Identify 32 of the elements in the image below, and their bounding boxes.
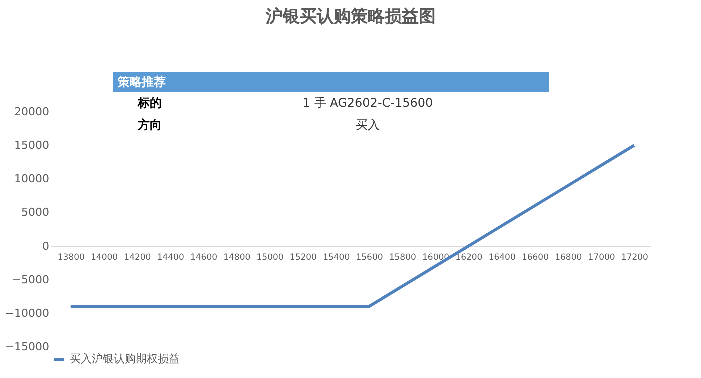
x-tick-label: 14000 [91, 252, 118, 263]
x-tick-label: 14800 [224, 252, 251, 263]
x-tick-label: 16800 [555, 252, 582, 263]
y-tick-label: 10000 [14, 172, 50, 186]
y-tick-label: −5000 [12, 273, 50, 286]
x-tick-label: 14400 [157, 252, 184, 263]
text: 标的 [137, 96, 162, 110]
y-tick-label: 0 [42, 240, 50, 253]
annotation: 买入 [356, 118, 380, 132]
chart-title: 沪银买认购策略损益图 [265, 7, 436, 27]
x-tick-label: 13800 [58, 252, 85, 263]
annotation: 方向 [137, 118, 162, 132]
y-tick-label: 20000 [14, 106, 50, 118]
text: 策略推荐 [117, 75, 166, 89]
x-tick-label: 14600 [190, 252, 218, 263]
text: 1 手 AG2602-C-15600 [302, 96, 434, 110]
x-tick-label: 16400 [488, 252, 516, 263]
x-tick-label: 15200 [290, 252, 317, 263]
x-tick-label: 15400 [323, 252, 350, 263]
y-tick-label: 5000 [22, 206, 50, 220]
y-tick-label: −15000 [5, 340, 50, 354]
x-tick-label: 15600 [356, 252, 384, 263]
y-tick-label: −10000 [5, 306, 50, 320]
x-tick-label: 16600 [522, 252, 549, 263]
legend-label: 买入沪银认购期权损益 [70, 352, 180, 366]
x-tick-label: 15800 [389, 252, 416, 263]
x-tick-label: 17000 [588, 252, 616, 263]
x-tick-label: 16200 [456, 252, 483, 263]
x-tick-label: 14200 [124, 252, 152, 263]
x-tick-label: 15000 [256, 252, 284, 263]
y-tick-label: 15000 [14, 139, 50, 152]
x-tick-label: 17200 [621, 252, 648, 263]
